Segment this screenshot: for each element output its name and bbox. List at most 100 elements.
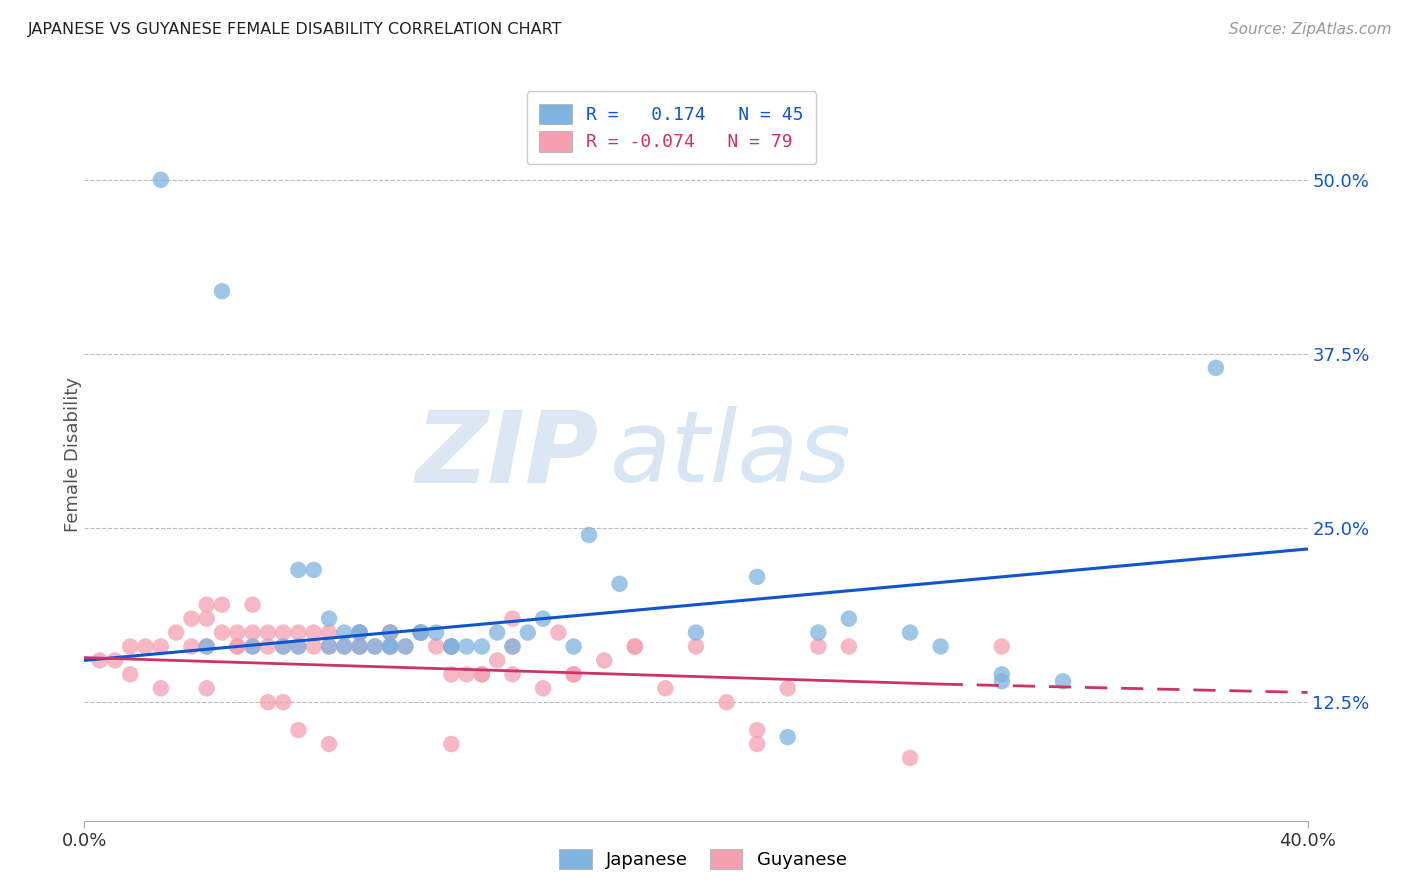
- Point: [409, 625, 432, 640]
- Point: [471, 640, 494, 654]
- Point: [271, 695, 294, 709]
- Point: [287, 640, 309, 654]
- Point: [242, 625, 264, 640]
- Text: JAPANESE VS GUYANESE FEMALE DISABILITY CORRELATION CHART: JAPANESE VS GUYANESE FEMALE DISABILITY C…: [28, 22, 562, 37]
- Point: [380, 640, 402, 654]
- Point: [409, 625, 432, 640]
- Point: [195, 640, 218, 654]
- Point: [578, 528, 600, 542]
- Point: [195, 681, 218, 696]
- Point: [838, 612, 860, 626]
- Point: [149, 173, 172, 187]
- Text: Source: ZipAtlas.com: Source: ZipAtlas.com: [1229, 22, 1392, 37]
- Point: [271, 625, 294, 640]
- Point: [333, 640, 356, 654]
- Point: [486, 653, 509, 667]
- Point: [747, 723, 769, 737]
- Point: [440, 640, 463, 654]
- Point: [502, 640, 524, 654]
- Point: [425, 625, 447, 640]
- Point: [440, 640, 463, 654]
- Point: [180, 612, 202, 626]
- Point: [349, 625, 371, 640]
- Point: [380, 625, 402, 640]
- Point: [502, 640, 524, 654]
- Point: [716, 695, 738, 709]
- Point: [776, 681, 799, 696]
- Point: [898, 751, 921, 765]
- Point: [624, 640, 647, 654]
- Point: [120, 667, 142, 681]
- Point: [394, 640, 416, 654]
- Point: [991, 640, 1014, 654]
- Point: [242, 598, 264, 612]
- Point: [349, 640, 371, 654]
- Point: [257, 695, 280, 709]
- Point: [776, 730, 799, 744]
- Point: [195, 640, 218, 654]
- Point: [287, 563, 309, 577]
- Point: [89, 653, 111, 667]
- Point: [394, 640, 416, 654]
- Point: [211, 284, 233, 298]
- Point: [991, 674, 1014, 689]
- Point: [211, 625, 233, 640]
- Point: [257, 625, 280, 640]
- Point: [685, 640, 707, 654]
- Point: [226, 625, 249, 640]
- Point: [807, 625, 830, 640]
- Point: [1052, 674, 1074, 689]
- Point: [747, 570, 769, 584]
- Point: [486, 625, 509, 640]
- Point: [211, 598, 233, 612]
- Point: [149, 640, 172, 654]
- Point: [516, 625, 538, 640]
- Point: [380, 640, 402, 654]
- Point: [456, 667, 478, 681]
- Point: [333, 640, 356, 654]
- Point: [349, 640, 371, 654]
- Point: [440, 640, 463, 654]
- Point: [624, 640, 647, 654]
- Point: [838, 640, 860, 654]
- Point: [149, 681, 172, 696]
- Point: [318, 640, 340, 654]
- Point: [409, 625, 432, 640]
- Point: [349, 640, 371, 654]
- Point: [135, 640, 157, 654]
- Point: [226, 640, 249, 654]
- Point: [380, 640, 402, 654]
- Point: [349, 625, 371, 640]
- Point: [562, 667, 585, 681]
- Point: [120, 640, 142, 654]
- Point: [593, 653, 616, 667]
- Point: [318, 640, 340, 654]
- Point: [929, 640, 952, 654]
- Point: [349, 625, 371, 640]
- Point: [287, 723, 309, 737]
- Point: [456, 640, 478, 654]
- Point: [440, 667, 463, 681]
- Point: [364, 640, 387, 654]
- Text: atlas: atlas: [610, 407, 852, 503]
- Point: [898, 625, 921, 640]
- Point: [195, 612, 218, 626]
- Point: [440, 640, 463, 654]
- Point: [654, 681, 676, 696]
- Point: [502, 612, 524, 626]
- Point: [104, 653, 127, 667]
- Point: [991, 667, 1014, 681]
- Legend: R =   0.174   N = 45, R = -0.074   N = 79: R = 0.174 N = 45, R = -0.074 N = 79: [527, 91, 817, 164]
- Point: [242, 640, 264, 654]
- Point: [302, 640, 325, 654]
- Point: [747, 737, 769, 751]
- Point: [685, 625, 707, 640]
- Point: [318, 612, 340, 626]
- Point: [380, 640, 402, 654]
- Point: [257, 640, 280, 654]
- Point: [195, 598, 218, 612]
- Point: [547, 625, 569, 640]
- Point: [271, 640, 294, 654]
- Point: [409, 625, 432, 640]
- Point: [318, 737, 340, 751]
